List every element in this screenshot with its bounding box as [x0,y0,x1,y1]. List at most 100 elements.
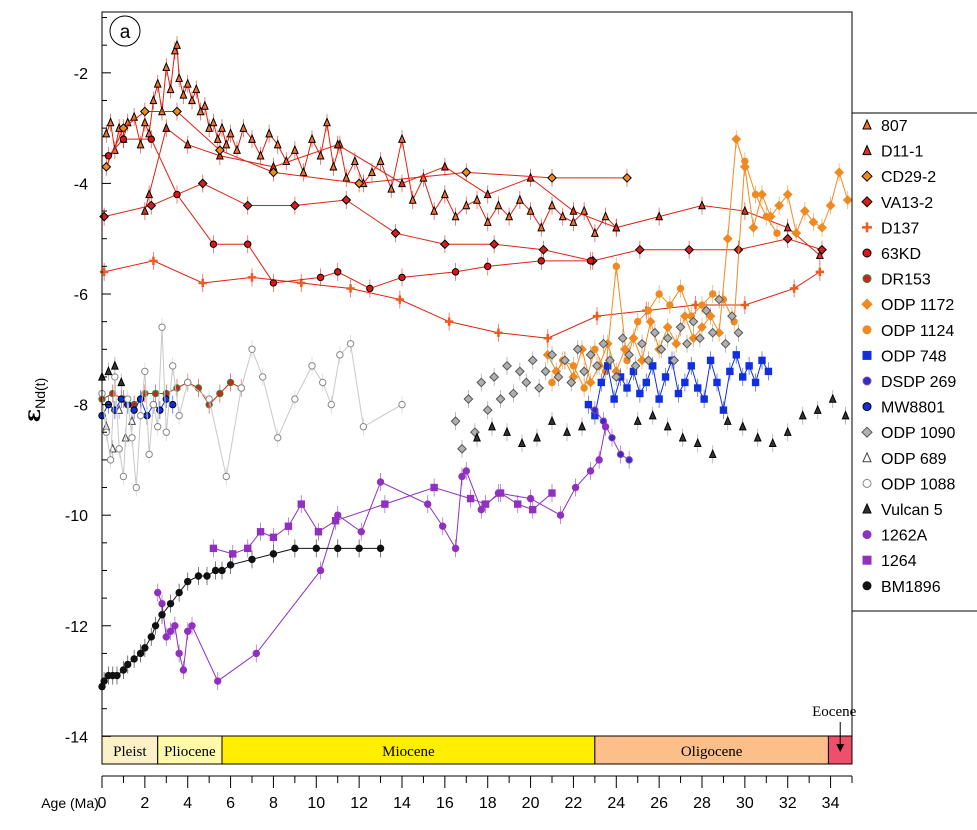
point-bm1896-4 [113,671,121,680]
point-mw8801-10 [162,395,170,403]
point-bm1896-19 [218,566,226,575]
point-d11-1-14 [698,200,706,210]
point-odp-748-6 [623,384,631,392]
y-tick-label--14: -14 [65,729,88,746]
point-odp-1090-25 [611,372,622,382]
legend-label-odp-1172: ODP 1172 [881,297,954,314]
point-odp-1088-31 [359,423,368,431]
legend-label-odp-1088: ODP 1088 [881,476,956,493]
point-bm1896-20 [226,561,235,569]
point-odp-1090-11 [521,377,532,388]
point-cd29-2-8 [547,172,557,183]
series-line-va13-2 [104,182,823,262]
point-807-37 [290,144,299,154]
point-63kd-3 [173,190,181,199]
point-807-13 [162,61,171,71]
point-vulcan-5-8 [533,432,541,442]
series-line-bm1896 [101,547,381,687]
x-tick-label-22: 22 [565,795,583,812]
legend-label-mw8801: MW8801 [881,400,945,417]
point-va13-2-1 [146,200,157,211]
point-d11-1-11 [569,205,578,215]
point-807-18 [179,89,188,99]
x-tick-label-30: 30 [736,795,754,812]
point-odp-1090-2 [463,394,474,404]
point-bm1896-9 [141,644,149,652]
point-odp-1124-3 [580,384,588,392]
point-odp-1088-29 [336,351,344,359]
point-odp-1090-14 [540,366,551,377]
point-807-26 [213,133,222,143]
point-1262a-15 [424,500,432,508]
point-odp-1124-4 [591,345,599,353]
point-vulcan-5-5 [488,421,496,431]
point-odp-748-0 [584,400,593,409]
point-1262a-11 [316,566,325,575]
point-odp-1090-29 [637,338,647,349]
point-d137-2 [198,278,207,288]
point-807-31 [239,122,248,132]
point-63kd-12 [484,262,492,271]
point-1262a-27 [601,423,610,431]
point-odp-748-12 [661,373,670,381]
point-odp-1088-13 [154,423,162,431]
point-1262a-6 [179,666,188,674]
point-63kd-13 [537,257,545,265]
point-odp-1172-24 [748,222,759,233]
point-1264-6 [297,500,305,508]
point-63kd-6 [269,279,278,287]
point-odp-1088-9 [136,411,145,420]
point-807-29 [226,128,235,138]
point-bm1896-27 [376,544,385,553]
y-axis-label: εNd(t) [20,378,48,423]
point-807-23 [200,100,209,110]
point-807-28 [222,139,231,149]
point-odp-1090-41 [714,294,725,305]
point-odp-1090-8 [502,360,512,371]
point-1262a-8 [188,622,196,630]
legend-label-vulcan-5: Vulcan 5 [881,502,943,519]
point-bm1896-16 [194,572,203,580]
point-odp-1172-33 [825,200,836,211]
legend-label-odp-689: ODP 689 [881,451,947,468]
x-tick-label-26: 26 [650,795,668,812]
point-1262a-19 [462,467,470,475]
legend-marker-cd29-2 [861,170,873,182]
point-d137-0 [99,267,109,277]
point-odp-1088-14 [158,323,166,331]
legend-items: 807 D11-1 CD29-2 VA13-2 D137 63KD DR153 ODP 117… [861,118,956,596]
point-odp-1172-22 [731,134,742,145]
point-odp-1090-21 [585,349,596,360]
point-vulcan-5-23 [798,410,807,420]
point-odp-748-8 [636,389,644,398]
point-odp-748-20 [713,378,721,387]
point-odp-748-15 [681,378,689,387]
point-d137-7 [444,317,454,326]
point-d137-3 [247,273,257,282]
point-807-34 [265,128,274,138]
point-d137-5 [346,284,355,293]
point-807-49 [387,183,396,193]
series-line-1262a [157,426,607,682]
point-807-14 [166,83,175,94]
point-vulcan-5-16 [693,437,702,447]
point-odp-1172-30 [799,206,810,216]
y-tick-label--10: -10 [65,508,88,525]
legend-marker-odp-1124 [862,325,872,335]
series-d11-1 [140,119,824,265]
point-807-69 [601,211,610,221]
point-1264-5 [284,522,293,530]
legend-marker-bm1896 [862,581,872,591]
point-cd29-2-9 [622,172,632,183]
point-odp-1088-25 [291,395,299,403]
x-tick-label-16: 16 [436,795,454,812]
point-807-38 [299,166,308,177]
point-807-40 [316,150,325,160]
point-d137-15 [815,267,825,277]
legend-marker-vulcan-5 [862,502,872,514]
series-dsdp-269 [591,401,633,469]
point-odp-1090-34 [669,355,680,366]
legend-marker-d137 [862,222,872,233]
point-807-50 [398,133,406,143]
